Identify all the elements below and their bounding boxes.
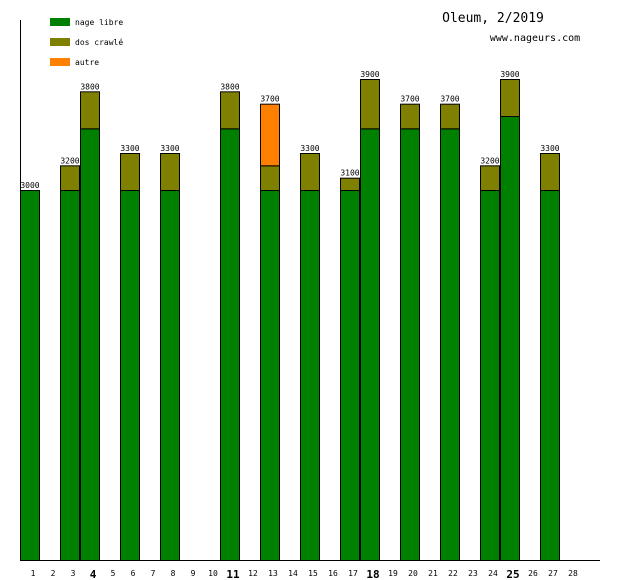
bar-day-18-nage-libre xyxy=(360,128,380,561)
bar-day-25-dos-crawl- xyxy=(500,79,520,117)
value-label-day-8: 3300 xyxy=(160,144,179,153)
bar-day-13-dos-crawl- xyxy=(260,165,280,191)
value-label-day-27: 3300 xyxy=(540,144,559,153)
bar-day-4-nage-libre xyxy=(80,128,100,561)
value-label-day-13: 3700 xyxy=(260,95,279,104)
bar-day-4-dos-crawl- xyxy=(80,91,100,130)
bar-day-15-dos-crawl- xyxy=(300,153,320,191)
bar-day-13-autre xyxy=(260,103,280,167)
value-label-day-15: 3300 xyxy=(300,144,319,153)
x-tick-label-6: 6 xyxy=(131,569,136,578)
x-tick-label-13: 13 xyxy=(268,569,278,578)
legend-swatch-1 xyxy=(50,18,70,26)
x-tick-label-27: 27 xyxy=(548,569,558,578)
x-tick-label-21: 21 xyxy=(428,569,438,578)
x-tick-label-9: 9 xyxy=(191,569,196,578)
x-tick-label-17: 17 xyxy=(348,569,358,578)
value-label-day-24: 3200 xyxy=(480,156,499,165)
bar-day-6-nage-libre xyxy=(120,190,140,561)
bar-day-11-nage-libre xyxy=(220,128,240,561)
x-tick-label-1: 1 xyxy=(31,569,36,578)
legend: nage libre dos crawlé autre xyxy=(50,18,123,67)
value-label-day-17: 3100 xyxy=(340,169,359,178)
bar-day-24-nage-libre xyxy=(480,190,500,561)
chart-title: Oleum, 2/2019 xyxy=(442,11,544,26)
legend-label-1: nage libre xyxy=(75,18,123,27)
bar-day-11-dos-crawl- xyxy=(220,91,240,130)
x-tick-label-2: 2 xyxy=(51,569,56,578)
x-tick-label-20: 20 xyxy=(408,569,418,578)
bar-day-27-nage-libre xyxy=(540,190,560,561)
bar-day-22-nage-libre xyxy=(440,128,460,561)
bar-day-27-dos-crawl- xyxy=(540,153,560,191)
x-tick-label-25: 25 xyxy=(506,568,519,580)
bar-day-6-dos-crawl- xyxy=(120,153,140,191)
x-tick-label-23: 23 xyxy=(468,569,478,578)
bar-day-8-nage-libre xyxy=(160,190,180,561)
x-tick-label-18: 18 xyxy=(366,568,379,580)
legend-label-3: autre xyxy=(75,58,99,67)
value-label-day-4: 3800 xyxy=(80,82,99,91)
value-label-day-1: 3000 xyxy=(20,181,39,190)
x-tick-label-3: 3 xyxy=(71,569,76,578)
x-tick-label-4: 4 xyxy=(90,568,97,580)
legend-swatch-3 xyxy=(50,58,70,66)
bar-day-13-nage-libre xyxy=(260,190,280,561)
bar-day-3-nage-libre xyxy=(60,190,80,561)
x-tick-label-15: 15 xyxy=(308,569,318,578)
value-label-day-3: 3200 xyxy=(60,156,79,165)
x-tick-label-22: 22 xyxy=(448,569,458,578)
value-labels: 3000 3200 3800 3300 3300 3800 3700 3300 3100 3900… xyxy=(20,70,559,190)
x-tick-label-16: 16 xyxy=(328,569,338,578)
bars xyxy=(20,79,560,561)
x-tick-label-8: 8 xyxy=(171,569,176,578)
bar-day-15-nage-libre xyxy=(300,190,320,561)
bar-day-17-dos-crawl- xyxy=(340,177,360,192)
bar-day-1-nage-libre xyxy=(20,190,40,561)
x-tick-label-24: 24 xyxy=(488,569,498,578)
x-tick-label-14: 14 xyxy=(288,569,298,578)
value-label-day-11: 3800 xyxy=(220,82,239,91)
value-label-day-22: 3700 xyxy=(440,95,459,104)
bar-day-25-nage-libre xyxy=(500,116,520,561)
x-tick-label-10: 10 xyxy=(208,569,218,578)
x-tick-label-28: 28 xyxy=(568,569,578,578)
x-tick-label-11: 11 xyxy=(226,568,240,580)
bar-day-8-dos-crawl- xyxy=(160,153,180,191)
legend-label-2: dos crawlé xyxy=(75,37,123,47)
bar-day-22-dos-crawl- xyxy=(440,103,460,130)
bar-day-24-dos-crawl- xyxy=(480,165,500,191)
bar-day-18-dos-crawl- xyxy=(360,79,380,130)
x-tick-label-19: 19 xyxy=(388,569,398,578)
x-tick-labels: 1 2 3 4 5 6 7 8 9 10 11 12 13 14 15 16 17 18 19 20 21 22 23 24 2… xyxy=(31,568,578,580)
bar-day-3-dos-crawl- xyxy=(60,165,80,191)
x-tick-label-5: 5 xyxy=(111,569,116,578)
x-tick-label-26: 26 xyxy=(528,569,538,578)
value-label-day-6: 3300 xyxy=(120,144,139,153)
chart-subtitle: www.nageurs.com xyxy=(490,33,580,44)
value-label-day-20: 3700 xyxy=(400,95,419,104)
value-label-day-25: 3900 xyxy=(500,70,519,79)
value-label-day-18: 3900 xyxy=(360,70,379,79)
bar-day-17-nage-libre xyxy=(340,190,360,561)
legend-swatch-2 xyxy=(50,38,70,46)
x-tick-label-7: 7 xyxy=(151,569,156,578)
bar-day-20-nage-libre xyxy=(400,128,420,561)
bar-day-20-dos-crawl- xyxy=(400,103,420,130)
x-tick-label-12: 12 xyxy=(248,569,258,578)
